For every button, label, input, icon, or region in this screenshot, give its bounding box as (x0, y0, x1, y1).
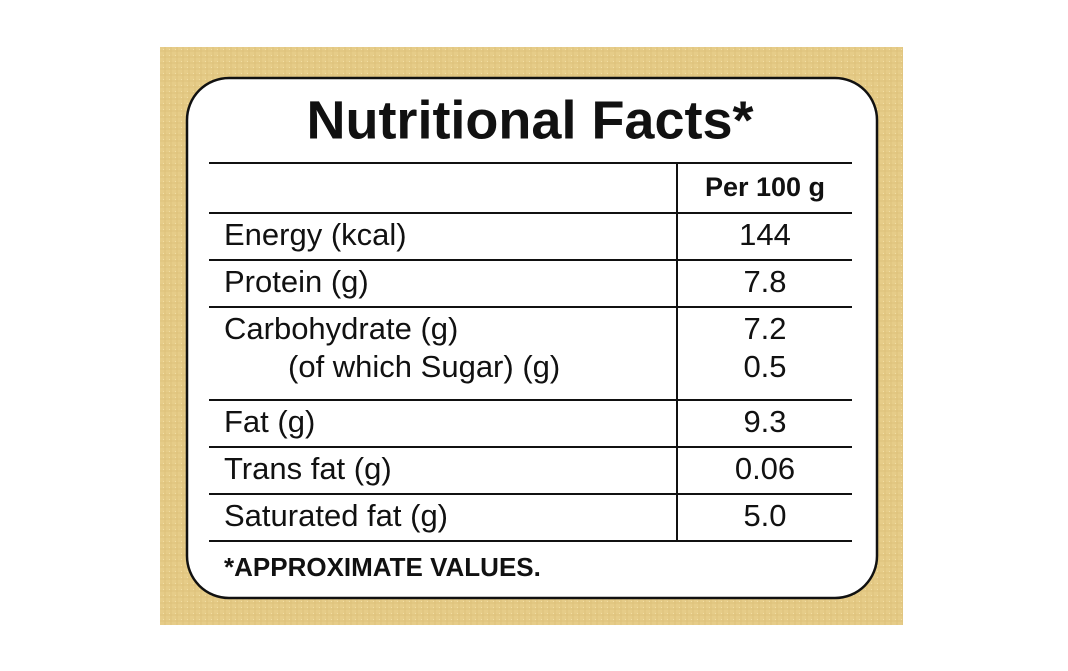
row-label: Protein (g) (224, 264, 369, 299)
column-header: Per 100 g (705, 172, 825, 202)
row-value: 7.8 (743, 264, 786, 299)
footnote: *APPROXIMATE VALUES. (224, 552, 541, 582)
row-value: 7.2 (743, 311, 786, 346)
row-label: Fat (g) (224, 404, 315, 439)
label-card (185, 76, 879, 600)
sub-row-value: 0.5 (743, 349, 786, 384)
row-label: Energy (kcal) (224, 217, 407, 252)
row-label: Saturated fat (g) (224, 498, 448, 533)
sub-row-label: (of which Sugar) (g) (288, 349, 560, 384)
title: Nutritional Facts* (306, 90, 753, 150)
row-label: Carbohydrate (g) (224, 311, 458, 346)
row-value: 144 (739, 217, 791, 252)
row-value: 5.0 (743, 498, 786, 533)
row-value: 0.06 (735, 451, 795, 486)
row-label: Trans fat (g) (224, 451, 392, 486)
row-value: 9.3 (743, 404, 786, 439)
